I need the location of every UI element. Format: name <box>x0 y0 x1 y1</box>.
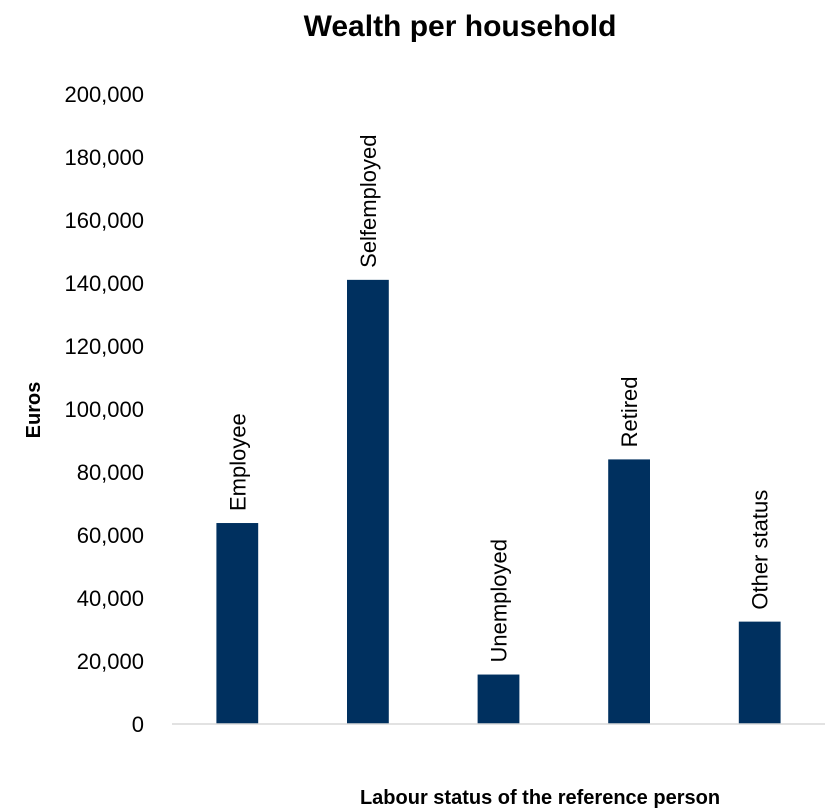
y-tick-label: 60,000 <box>77 523 144 548</box>
y-tick-label: 100,000 <box>64 397 144 422</box>
bar-selfemployed <box>347 279 389 724</box>
y-tick-label: 120,000 <box>64 334 144 359</box>
y-axis-title: Euros <box>23 382 45 439</box>
y-tick-label: 40,000 <box>77 586 144 611</box>
chart-title: Wealth per household <box>304 10 617 43</box>
y-tick-label: 180,000 <box>64 145 144 170</box>
bar-employee <box>216 523 259 724</box>
bar-label-retired: Retired <box>617 376 642 447</box>
bar-label-other-status: Other status <box>748 490 773 610</box>
bars <box>216 279 781 724</box>
bar-unemployed <box>477 674 520 724</box>
y-tick-label: 80,000 <box>77 460 144 485</box>
y-tick-label: 200,000 <box>64 82 144 107</box>
y-axis-tick-labels: 0 20,000 40,000 60,000 80,000 100,000 120,000 1… <box>64 82 144 737</box>
bar-data-labels: Employee Selfemployed Unemployed Retired Oth… <box>225 135 772 663</box>
x-axis-title: Labour status of the reference person <box>360 787 720 809</box>
bar-retired <box>608 459 650 724</box>
bar-other-status <box>738 621 781 724</box>
y-tick-label: 140,000 <box>64 271 144 296</box>
y-tick-label: 20,000 <box>77 649 144 674</box>
bar-label-employee: Employee <box>225 413 250 511</box>
bar-label-selfemployed: Selfemployed <box>356 135 381 268</box>
y-tick-label: 160,000 <box>64 208 144 233</box>
y-tick-label: 0 <box>132 712 144 737</box>
bar-label-unemployed: Unemployed <box>487 539 512 663</box>
